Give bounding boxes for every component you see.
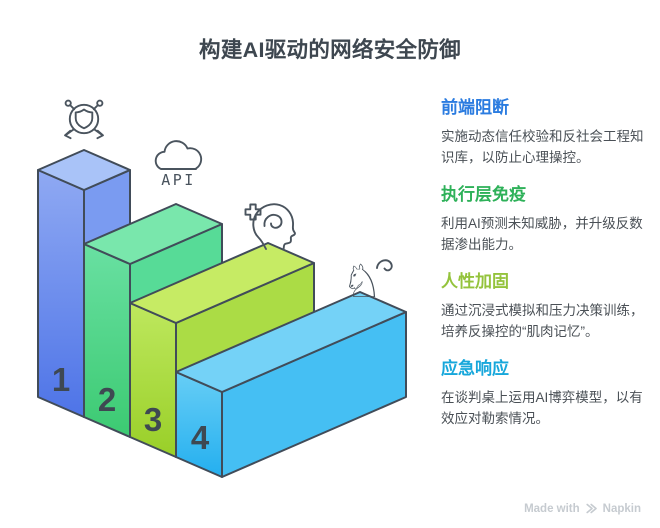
section-frontend-block: 前端阻断 实施动态信任校验和反社会工程知识库，以防止心理操控。 — [441, 98, 645, 168]
made-with-label: Made with — [524, 502, 580, 515]
page-title: 构建AI驱动的网络安全防御 — [199, 38, 461, 62]
brand-label: Napkin — [602, 502, 641, 515]
step-1-top — [37, 149, 131, 191]
section-body: 实施动态信任校验和反社会工程知识库，以防止心理操控。 — [441, 129, 644, 165]
section-body: 在谈判桌上运用AI博弈模型，以有效应对勒索情况。 — [441, 390, 643, 426]
api-label: API — [161, 171, 196, 189]
section-heading: 应急响应 — [441, 359, 509, 378]
step-1-number: 1 — [52, 361, 70, 398]
section-emergency-response: 应急响应 在谈判桌上运用AI博弈模型，以有效应对勒索情况。 — [441, 359, 645, 429]
step-4-number: 4 — [191, 419, 210, 456]
section-heading: 执行层免疫 — [441, 185, 526, 204]
section-human-hardening: 人性加固 通过沉浸式模拟和压力决策训练，培养反操控的“肌肉记忆”。 — [441, 272, 645, 342]
made-with-napkin: Made with Napkin — [524, 502, 641, 515]
chess-knight-icon: ♘ — [341, 254, 393, 308]
step-4-top — [175, 291, 407, 393]
section-heading: 前端阻断 — [441, 98, 509, 117]
knight-glyph: ♘ — [341, 254, 382, 308]
head-plus-icon — [244, 203, 296, 251]
napkin-logo-icon — [586, 503, 597, 514]
step-4 — [175, 291, 407, 478]
shield-network-icon — [64, 99, 104, 140]
section-heading: 人性加固 — [441, 272, 509, 291]
section-body: 利用AI预测未知威胁，并升级反数据渗出能力。 — [441, 216, 643, 252]
step-3-number: 3 — [144, 401, 162, 438]
section-body: 通过沉浸式模拟和压力决策训练，培养反操控的“肌肉记忆”。 — [441, 303, 644, 339]
sections-column: 前端阻断 实施动态信任校验和反社会工程知识库，以防止心理操控。 执行层免疫 利用… — [441, 98, 645, 446]
cloud-api-icon: API — [154, 140, 203, 189]
step-2-number: 2 — [98, 381, 116, 418]
step-3-top — [129, 242, 315, 324]
section-execution-immunity: 执行层免疫 利用AI预测未知威胁，并升级反数据渗出能力。 — [441, 185, 645, 255]
step-2-top — [83, 203, 223, 265]
